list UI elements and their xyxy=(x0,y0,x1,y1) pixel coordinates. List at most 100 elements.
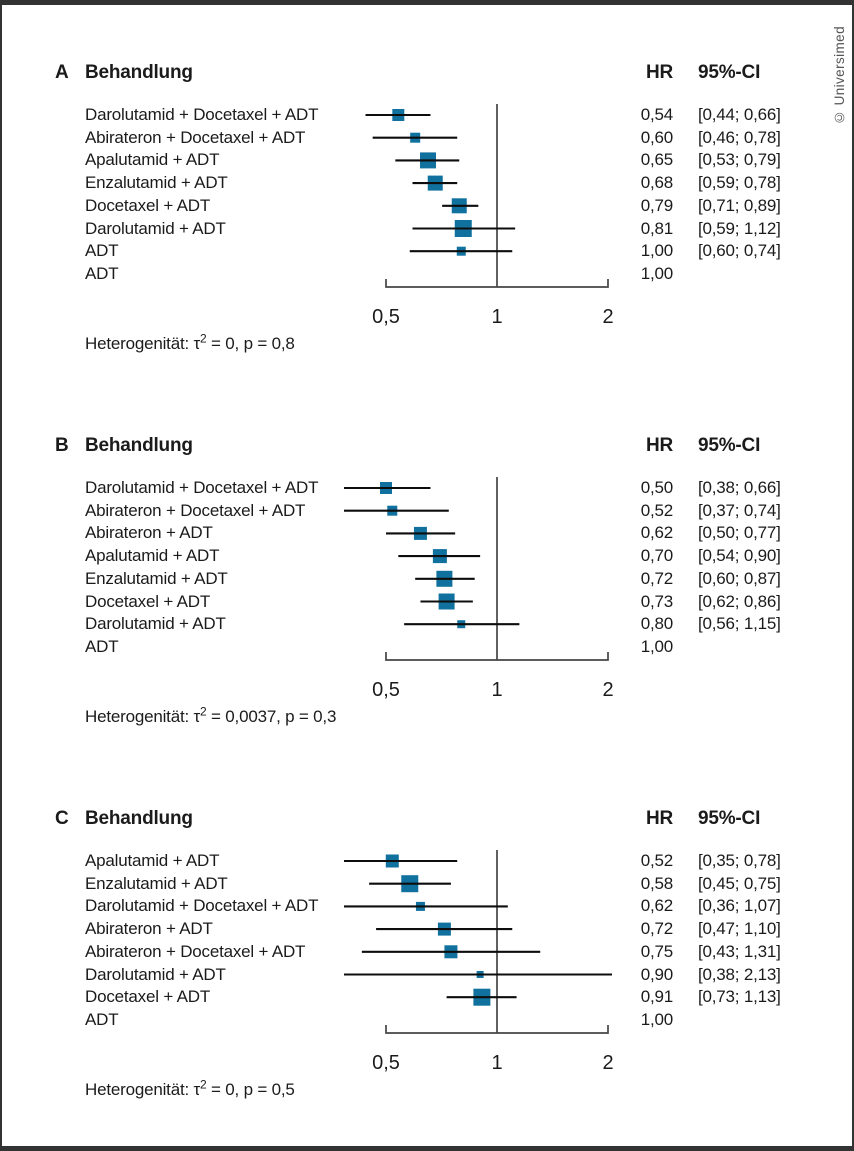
treatment-label: Abirateron + Docetaxel + ADT xyxy=(85,127,306,147)
x-tick-label: 1 xyxy=(491,306,502,328)
forest-row: Apalutamid + ADT 0,65 [0,53; 0,79] xyxy=(0,149,854,171)
ci-value: [0,54; 0,90] xyxy=(698,546,781,566)
forest-row: Abirateron + Docetaxel + ADT 0,52 [0,37; 0… xyxy=(0,500,854,522)
forest-row: ADT 1,00 xyxy=(0,263,854,285)
x-tick-label: 1 xyxy=(491,679,502,701)
forest-row: Apalutamid + ADT 0,70 [0,54; 0,90] xyxy=(0,545,854,567)
forest-row: Enzalutamid + ADT 0,58 [0,45; 0,75] xyxy=(0,873,854,895)
hr-value: 0,75 xyxy=(640,941,673,961)
top-bar xyxy=(0,0,854,5)
hr-value: 1,00 xyxy=(640,636,673,656)
ci-value: [0,37; 0,74] xyxy=(698,500,781,520)
ci-value: [0,36; 1,07] xyxy=(698,896,781,916)
treatment-label: Darolutamid + Docetaxel + ADT xyxy=(85,105,319,124)
treatment-label: Abirateron + ADT xyxy=(85,523,213,543)
ci-value: [0,62; 0,86] xyxy=(698,591,781,611)
hr-value: 0,72 xyxy=(640,919,673,939)
treatment-label: Darolutamid + ADT xyxy=(85,218,226,238)
treatment-label: Apalutamid + ADT xyxy=(85,851,220,870)
hr-value: 1,00 xyxy=(640,241,673,261)
forest-row: Enzalutamid + ADT 0,68 [0,59; 0,78] xyxy=(0,172,854,194)
hr-value: 0,91 xyxy=(640,987,673,1007)
hr-value: 1,00 xyxy=(640,1009,673,1029)
het-suffix: = 0, p = 0,5 xyxy=(206,1080,295,1099)
treatment-label: Docetaxel + ADT xyxy=(85,987,211,1007)
treatment-label: Abirateron + Docetaxel + ADT xyxy=(85,500,306,520)
forest-panel-c: C Behandlung HR 95%-CI Apalutamid + ADT 0… xyxy=(0,766,854,1139)
hr-value: 0,52 xyxy=(640,500,673,520)
forest-row: Darolutamid + ADT 0,81 [0,59; 1,12] xyxy=(0,218,854,240)
hr-value: 0,54 xyxy=(640,105,673,124)
forest-row: Darolutamid + Docetaxel + ADT 0,50 [0,38; … xyxy=(0,477,854,499)
treatment-label: Apalutamid + ADT xyxy=(85,546,220,566)
hr-value: 0,72 xyxy=(640,568,673,588)
forest-row: Darolutamid + ADT 0,90 [0,38; 2,13] xyxy=(0,964,854,986)
treatment-label: ADT xyxy=(85,241,119,261)
ci-value: [0,56; 1,15] xyxy=(698,614,781,634)
hr-value: 0,90 xyxy=(640,964,673,984)
forest-panel-b: B Behandlung HR 95%-CI Darolutamid + Doc… xyxy=(0,393,854,766)
het-prefix: Heterogenität: τ xyxy=(85,1080,201,1099)
ci-value: [0,43; 1,31] xyxy=(698,941,781,961)
ci-value: [0,60; 0,74] xyxy=(698,241,781,261)
treatment-label: Enzalutamid + ADT xyxy=(85,873,228,893)
hr-value: 0,73 xyxy=(640,591,673,611)
het-superscript: 2 xyxy=(200,331,207,346)
forest-row: Darolutamid + Docetaxel + ADT 0,54 [0,44; … xyxy=(0,104,854,126)
treatment-label: Docetaxel + ADT xyxy=(85,591,211,611)
het-superscript: 2 xyxy=(200,704,207,719)
ci-value: [0,59; 1,12] xyxy=(698,218,781,238)
panel-title: Behandlung xyxy=(85,435,193,456)
ci-column-header: 95%-CI xyxy=(698,435,761,456)
het-prefix: Heterogenität: τ xyxy=(85,707,201,726)
treatment-label: Darolutamid + ADT xyxy=(85,614,226,634)
treatment-label: Apalutamid + ADT xyxy=(85,150,220,170)
forest-row: Abirateron + ADT 0,72 [0,47; 1,10] xyxy=(0,918,854,940)
ci-value: [0,38; 0,66] xyxy=(698,478,781,497)
forest-row: ADT 1,00 xyxy=(0,1009,854,1031)
forest-row: Apalutamid + ADT 0,52 [0,35; 0,78] xyxy=(0,850,854,872)
panel-title: Behandlung xyxy=(85,62,193,83)
het-suffix: = 0,0037, p = 0,3 xyxy=(206,707,337,726)
hr-value: 0,60 xyxy=(640,127,673,147)
x-tick-label: 0,5 xyxy=(372,1052,400,1074)
treatment-label: ADT xyxy=(85,636,119,656)
ci-column-header: 95%-CI xyxy=(698,808,761,829)
ci-column-header: 95%-CI xyxy=(698,62,761,83)
hr-value: 1,00 xyxy=(640,263,673,283)
hr-value: 0,62 xyxy=(640,896,673,916)
x-tick-label: 0,5 xyxy=(372,679,400,701)
panel-letter: B xyxy=(55,435,69,456)
panel-title: Behandlung xyxy=(85,808,193,829)
left-border xyxy=(0,0,2,1151)
treatment-label: Abirateron + ADT xyxy=(85,919,213,939)
ci-value: [0,71; 0,89] xyxy=(698,195,781,215)
hr-value: 0,62 xyxy=(640,523,673,543)
hr-value: 0,50 xyxy=(640,478,673,497)
heterogeneity-note: Heterogenität: τ2 = 0,0037, p = 0,3 xyxy=(85,704,337,727)
bottom-bar xyxy=(0,1146,854,1151)
ci-value: [0,35; 0,78] xyxy=(698,851,781,870)
hr-value: 0,70 xyxy=(640,546,673,566)
treatment-label: ADT xyxy=(85,263,119,283)
heterogeneity-note: Heterogenität: τ2 = 0, p = 0,8 xyxy=(85,331,295,354)
treatment-label: Darolutamid + Docetaxel + ADT xyxy=(85,478,319,497)
panel-letter: C xyxy=(55,808,69,829)
x-tick-label: 1 xyxy=(491,1052,502,1074)
hr-column-header: HR xyxy=(645,808,673,829)
treatment-label: ADT xyxy=(85,1009,119,1029)
hr-value: 0,65 xyxy=(640,150,673,170)
ci-value: [0,47; 1,10] xyxy=(698,919,781,939)
x-tick-label: 2 xyxy=(602,306,613,328)
ci-value: [0,45; 0,75] xyxy=(698,873,781,893)
forest-panel-a: A Behandlung HR 95%-CI Darolutamid + Doc… xyxy=(0,20,854,393)
hr-value: 0,81 xyxy=(640,218,673,238)
forest-row: Enzalutamid + ADT 0,72 [0,60; 0,87] xyxy=(0,568,854,590)
ci-value: [0,53; 0,79] xyxy=(698,150,781,170)
treatment-label: Darolutamid + Docetaxel + ADT xyxy=(85,896,319,916)
forest-row: Abirateron + Docetaxel + ADT 0,60 [0,46; 0… xyxy=(0,127,854,149)
right-border xyxy=(852,0,854,1151)
treatment-label: Enzalutamid + ADT xyxy=(85,173,228,193)
het-prefix: Heterogenität: τ xyxy=(85,334,201,353)
forest-row: Abirateron + Docetaxel + ADT 0,75 [0,43; 1… xyxy=(0,941,854,963)
